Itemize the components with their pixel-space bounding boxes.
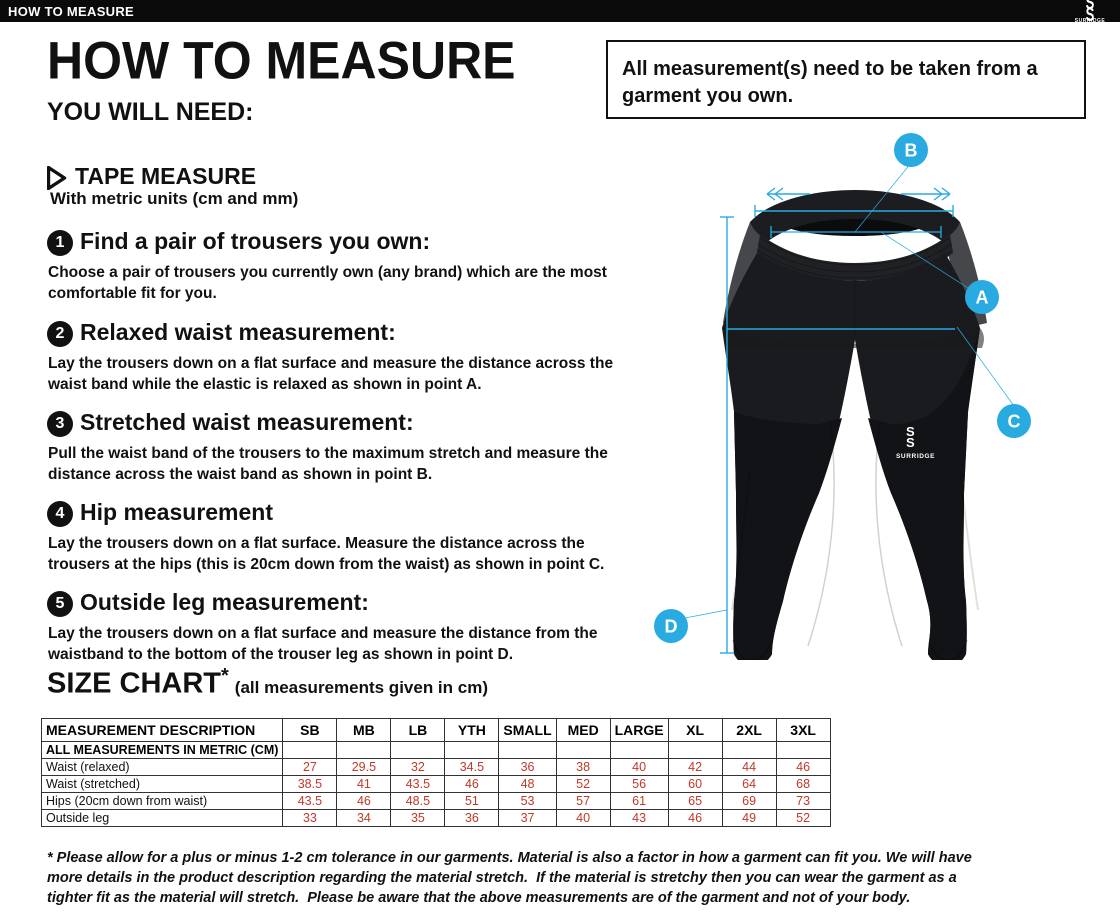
svg-text:B: B — [905, 141, 918, 161]
svg-text:D: D — [665, 617, 678, 637]
svg-text:SURRIDGE: SURRIDGE — [896, 453, 935, 460]
svg-text:S: S — [906, 435, 916, 450]
svg-text:A: A — [976, 288, 989, 308]
svg-text:C: C — [1008, 412, 1021, 432]
